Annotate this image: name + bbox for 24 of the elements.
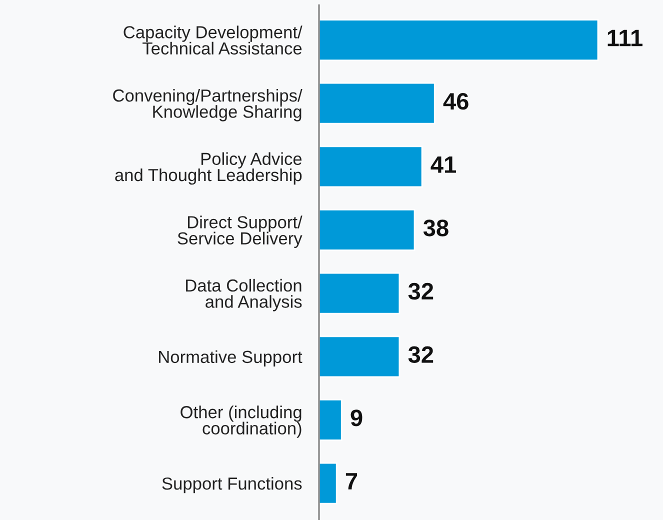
bar <box>319 398 342 441</box>
bar <box>319 209 416 251</box>
data-label: 46 <box>443 92 468 110</box>
y-tick-label: Other (including coordination) <box>180 406 302 438</box>
y-tick-label: Direct Support/ Service Delivery <box>178 216 302 248</box>
y-tick-label: Capacity Development/ Technical Assistance <box>124 26 302 55</box>
data-label: 111 <box>608 30 642 46</box>
data-label: 32 <box>408 282 434 300</box>
bar <box>319 19 599 61</box>
y-tick-label: Support Functions <box>162 476 302 494</box>
y-tick-label: Normative Support <box>159 350 302 367</box>
bar <box>319 146 423 188</box>
y-tick-label: Policy Advice and Thought Leadership <box>115 152 302 185</box>
data-label: 38 <box>423 220 448 236</box>
y-tick-label: Convening/Partnerships/ Knowledge Sharing <box>113 88 302 122</box>
data-label: 41 <box>430 156 456 173</box>
data-label: 9 <box>350 410 362 426</box>
bar <box>319 272 400 314</box>
data-label: 7 <box>346 473 358 490</box>
bar <box>319 82 436 124</box>
data-label: 32 <box>408 346 434 364</box>
bar <box>319 336 400 378</box>
y-tick-label: Data Collection and Analysis <box>186 278 302 312</box>
bar <box>319 462 338 504</box>
